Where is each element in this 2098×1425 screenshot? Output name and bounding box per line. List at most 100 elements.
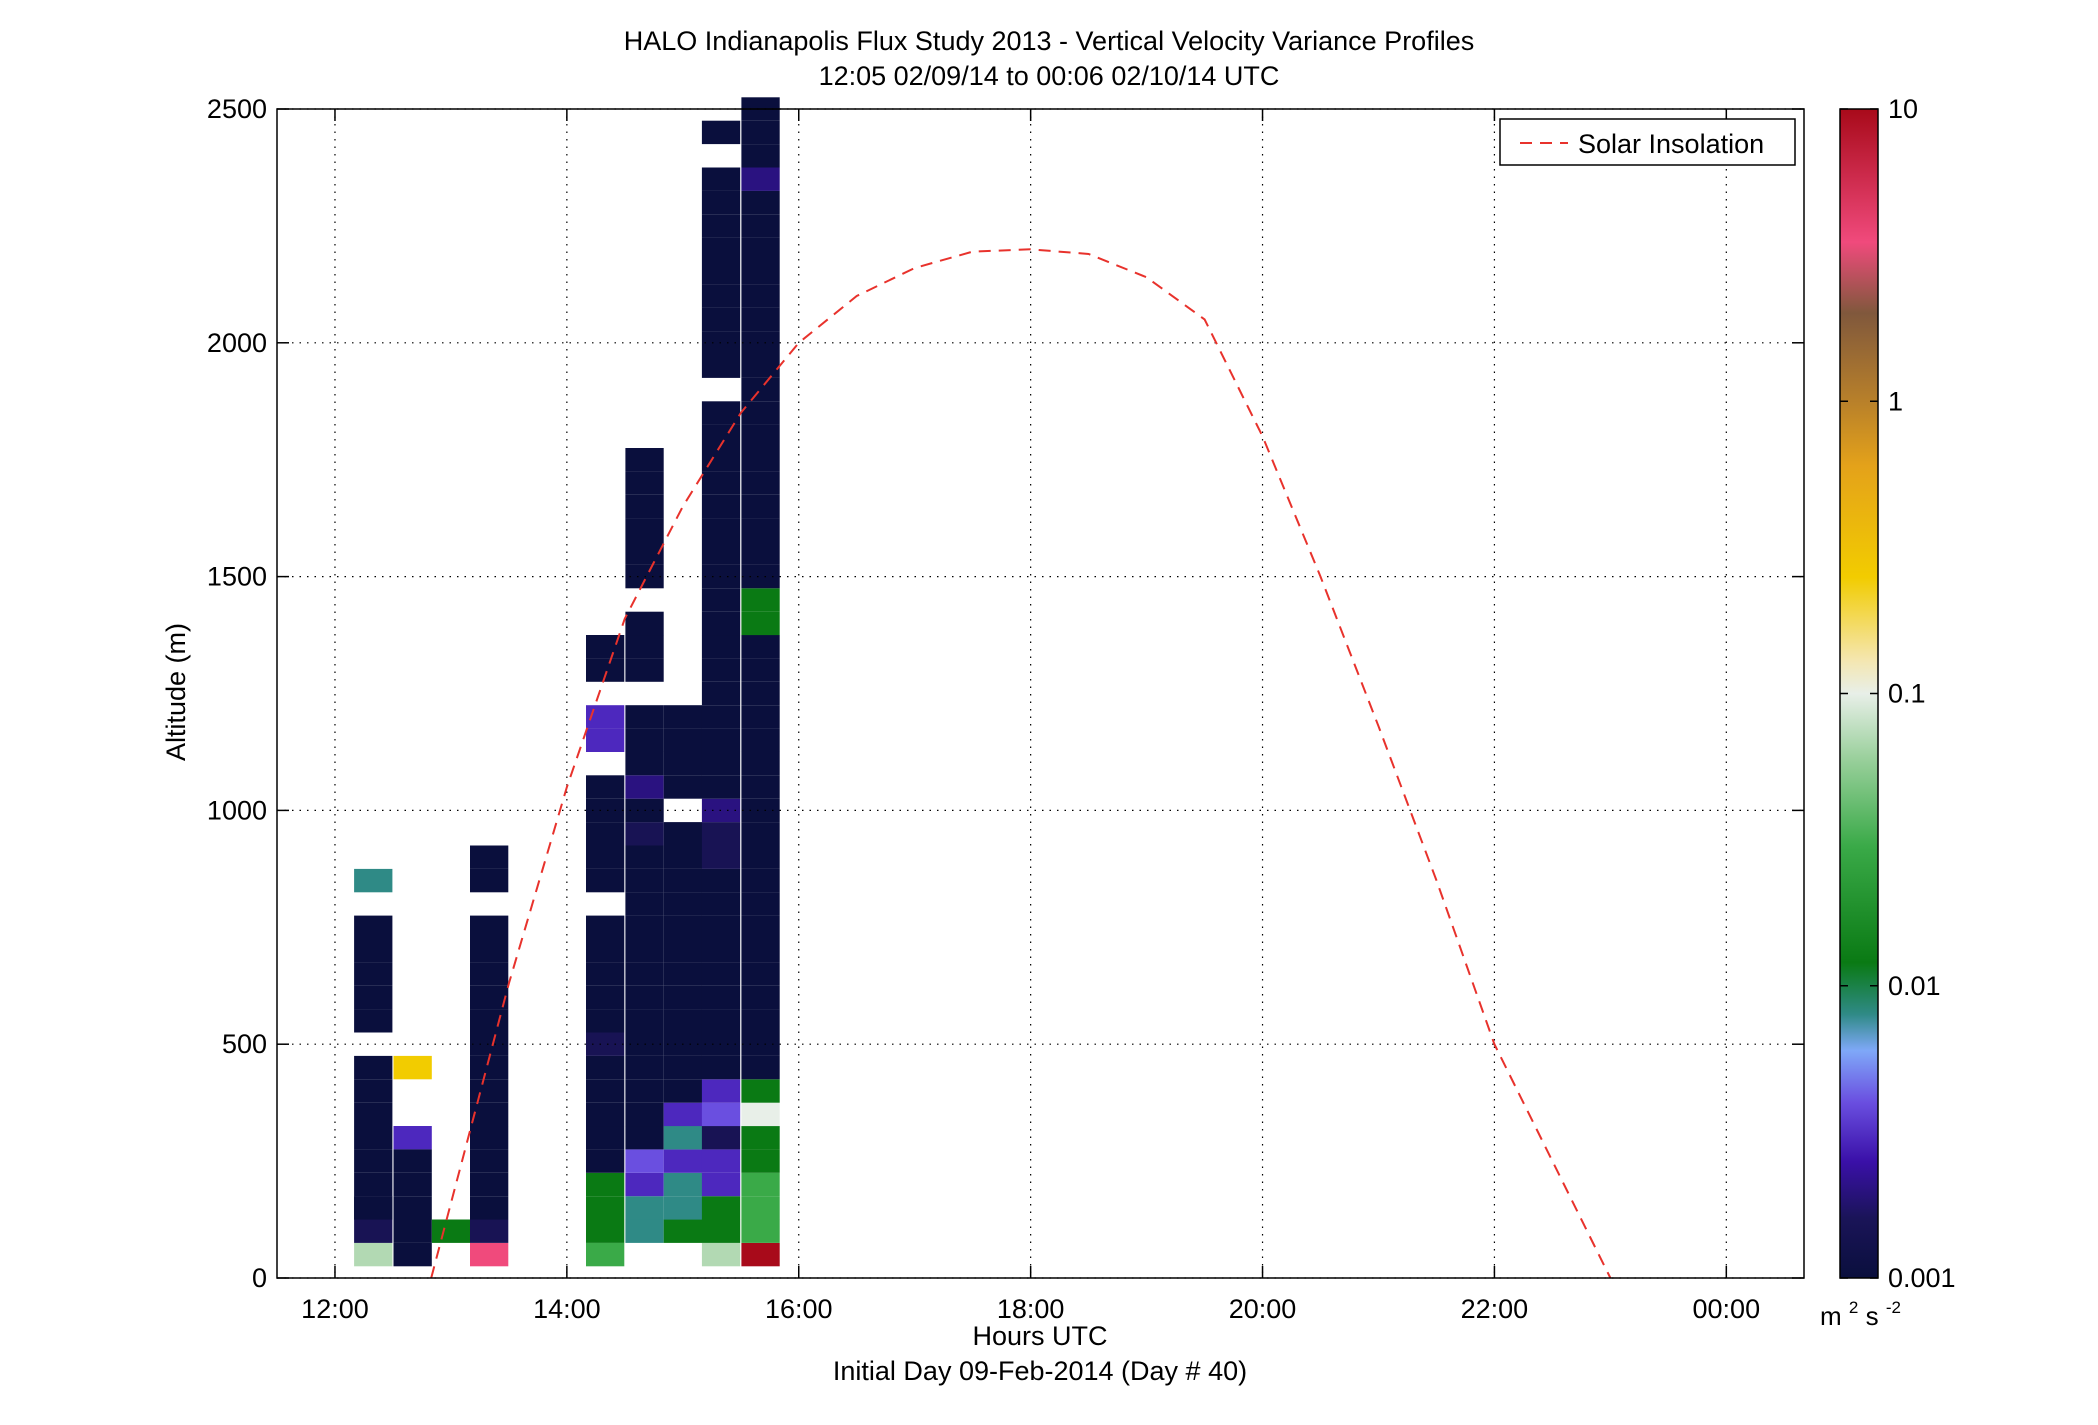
heatmap-cell <box>354 1009 393 1033</box>
heatmap-cell <box>470 1009 509 1033</box>
heatmap-cell <box>470 985 509 1010</box>
heatmap-cell <box>741 377 780 402</box>
heatmap-cell <box>701 541 741 565</box>
heatmap-cell <box>354 962 393 986</box>
heatmap-cell <box>354 939 393 963</box>
heatmap-cell <box>625 915 664 939</box>
heatmap-cell <box>701 915 741 939</box>
heatmap-cell <box>431 1219 471 1243</box>
heatmap-cell <box>586 1172 625 1197</box>
heatmap-cell <box>625 939 664 963</box>
heatmap-cell <box>470 915 509 939</box>
x-axis-label: Hours UTC <box>972 1321 1107 1351</box>
heatmap-cell <box>741 775 780 799</box>
heatmap-cell <box>701 1172 741 1197</box>
heatmap-cell <box>741 1149 780 1173</box>
colorbar-unit: m 2 s -2 <box>1820 1289 1901 1331</box>
colorbar: 0.001 0.01 0.1 1 10 m 2 s -2 <box>1820 94 1956 1331</box>
heatmap-cell <box>741 1219 780 1243</box>
heatmap-cell <box>663 1149 702 1173</box>
heatmap-cell <box>625 822 664 846</box>
heatmap-cell <box>701 1079 741 1103</box>
colorbar-tick-label: 10 <box>1888 94 1918 124</box>
heatmap-cell <box>586 822 625 846</box>
heatmap-cell <box>741 354 780 378</box>
legend: Solar Insolation <box>1499 118 1796 166</box>
heatmap-cell <box>586 658 625 682</box>
colorbar-unit-sup1: 2 <box>1849 1298 1858 1317</box>
heatmap-cell <box>625 1149 664 1173</box>
heatmap-cell <box>701 775 741 799</box>
heatmap-cell <box>701 611 741 636</box>
heatmap-cell <box>663 985 702 1010</box>
heatmap-cell <box>663 1009 702 1033</box>
heatmap-cell <box>701 448 741 472</box>
heatmap-cell <box>470 845 509 869</box>
heatmap-cell <box>701 518 741 542</box>
heatmap-cell <box>470 868 509 893</box>
y-axis-label: Altitude (m) <box>161 623 191 761</box>
heatmap-cell <box>663 1219 702 1243</box>
heatmap-cell <box>354 985 393 1010</box>
colorbar-unit-base: m <box>1820 1301 1842 1331</box>
heatmap-cell <box>354 1242 393 1267</box>
heatmap-cell <box>701 1032 741 1056</box>
heatmap-cell <box>701 1242 741 1267</box>
x-tick-label: 22:00 <box>1461 1294 1529 1324</box>
y-axis: 0 500 1000 1500 2000 2500 <box>207 94 267 1293</box>
heatmap-cell <box>586 1196 625 1220</box>
y-tick-label: 2000 <box>207 328 267 358</box>
heatmap-cell <box>625 1102 664 1127</box>
heatmap-cell <box>663 705 702 729</box>
heatmap-cell <box>701 658 741 682</box>
heatmap-cell <box>354 868 393 893</box>
heatmap-cell <box>701 354 741 378</box>
heatmap-cell <box>701 705 741 729</box>
heatmap-cell <box>625 751 664 776</box>
heatmap-cell <box>741 822 780 846</box>
heatmap-cell <box>625 448 664 472</box>
x-tick-label: 14:00 <box>533 1294 601 1324</box>
heatmap-cell <box>701 635 741 659</box>
heatmap-cell <box>393 1242 432 1267</box>
heatmap-cell <box>663 868 702 893</box>
heatmap-cell <box>470 1196 509 1220</box>
heatmap-cell <box>741 214 780 238</box>
heatmap-cell <box>701 190 741 215</box>
heatmap-cell <box>741 448 780 472</box>
heatmap-cell <box>741 658 780 682</box>
heatmap-cell <box>625 705 664 729</box>
heatmap-cell <box>393 1149 432 1173</box>
heatmap-cell <box>701 1126 741 1150</box>
heatmap-cell <box>354 1172 393 1197</box>
x-tick-label: 12:00 <box>301 1294 369 1324</box>
x-tick-label: 18:00 <box>997 1294 1065 1324</box>
heatmap-cell <box>741 541 780 565</box>
heatmap-cell <box>701 1055 741 1080</box>
heatmap-cell <box>586 962 625 986</box>
y-tick-label: 1000 <box>207 795 267 825</box>
heatmap-cell <box>663 962 702 986</box>
heatmap-cell <box>470 939 509 963</box>
heatmap-cell <box>701 822 741 846</box>
heatmap-cell <box>470 1055 509 1080</box>
y-tick-label: 2500 <box>207 94 267 124</box>
heatmap-cell <box>586 1009 625 1033</box>
heatmap-cell <box>701 564 741 589</box>
heatmap-cell <box>741 144 780 168</box>
y-tick-label: 1500 <box>207 562 267 592</box>
heatmap-cell <box>586 705 625 729</box>
heatmap-cell <box>741 915 780 939</box>
heatmap-cell <box>741 681 780 706</box>
heatmap-cell <box>741 939 780 963</box>
heatmap-cell <box>701 331 741 355</box>
heatmap-cell <box>625 892 664 916</box>
heatmap-cell <box>741 798 780 823</box>
heatmap-cell <box>625 635 664 659</box>
heatmap-cell <box>586 1219 625 1243</box>
heatmap-cell <box>393 1172 432 1197</box>
heatmap-cell <box>625 985 664 1010</box>
heatmap-cell <box>586 1149 625 1173</box>
heatmap-cell <box>625 1055 664 1080</box>
heatmap-cell <box>741 401 780 425</box>
